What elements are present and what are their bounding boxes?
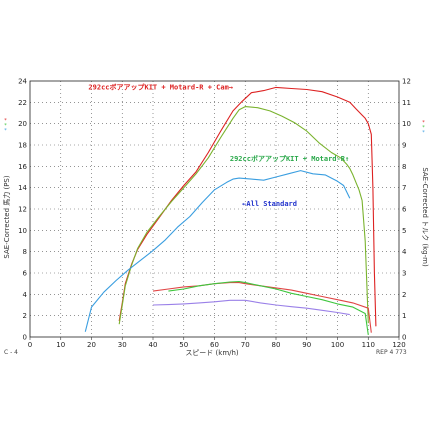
x-tick-label: 10 bbox=[56, 341, 65, 349]
annotation-label-3: ←All Standard bbox=[242, 200, 297, 208]
y-right-tick-label: 6 bbox=[402, 206, 407, 214]
y-right-tick-label: 1 bbox=[402, 312, 406, 320]
left-legend-marks: * * * bbox=[4, 119, 7, 134]
y-right-tick-label: 10 bbox=[402, 120, 411, 128]
y-right-tick-label: 0 bbox=[402, 334, 406, 342]
y-left-tick-label: 8 bbox=[23, 248, 27, 256]
y-left-tick-label: 10 bbox=[18, 227, 27, 235]
y-left-tick-label: 6 bbox=[23, 270, 28, 278]
series-line-torque-9a80e8 bbox=[152, 299, 350, 316]
y-right-tick-label: 3 bbox=[402, 270, 406, 278]
chart-grid bbox=[30, 81, 399, 337]
annotation-label-2: 292ccボアアップKIT + Motard-R↑ bbox=[230, 154, 349, 163]
y-left-tick-label: 0 bbox=[23, 334, 27, 342]
y-left-tick-label: 18 bbox=[18, 142, 27, 150]
x-tick-label: 80 bbox=[272, 341, 281, 349]
x-axis-ticks: 0 10 20 30 40 50 60 70 80 90 100 110 120 bbox=[28, 337, 406, 349]
y-right-axis-label: SAE-Corrected トルク (kg-m) bbox=[421, 167, 429, 267]
y-right-tick-label: 4 bbox=[402, 248, 407, 256]
legend-mark-red-right: * bbox=[422, 120, 426, 126]
y-right-tick-label: 2 bbox=[402, 291, 406, 299]
y-left-tick-label: 22 bbox=[18, 99, 27, 107]
legend-mark-blue: * bbox=[4, 128, 8, 134]
y-left-tick-label: 16 bbox=[18, 163, 27, 171]
x-axis-label: スピード (km/h) bbox=[185, 349, 239, 357]
annotation-label-1: 292ccボアアップKIT + Motard-R + Cam→ bbox=[88, 83, 233, 92]
x-tick-label: 120 bbox=[392, 341, 405, 349]
x-tick-label: 100 bbox=[331, 341, 344, 349]
y-left-tick-label: 14 bbox=[18, 184, 27, 192]
y-left-tick-label: 4 bbox=[23, 291, 28, 299]
legend-mark-red: * bbox=[4, 118, 8, 124]
x-tick-label: 40 bbox=[149, 341, 158, 349]
y-right-tick-label: 8 bbox=[402, 163, 406, 171]
legend-mark-blue-right: * bbox=[422, 130, 426, 136]
legend-mark-green: * bbox=[4, 123, 8, 129]
y-right-tick-label: 11 bbox=[402, 99, 411, 107]
legend-mark-green-right: * bbox=[422, 125, 426, 131]
series-line-torque-3ec63e bbox=[168, 280, 369, 335]
annotations: 292ccボアアップKIT + Motard-R + Cam→ 292ccボアアッ… bbox=[88, 83, 349, 208]
right-legend-marks: * * * bbox=[422, 121, 425, 136]
series-line-torque-e04545 bbox=[152, 282, 372, 333]
x-tick-label: 30 bbox=[118, 341, 127, 349]
y-left-tick-label: 20 bbox=[18, 120, 27, 128]
series-line-power-dd2222 bbox=[118, 86, 377, 327]
y-right-tick-label: 5 bbox=[402, 227, 406, 235]
series-lines bbox=[84, 86, 377, 335]
x-tick-label: 70 bbox=[241, 341, 250, 349]
series-line-power-7ab32e bbox=[118, 106, 369, 325]
x-tick-label: 50 bbox=[179, 341, 188, 349]
x-tick-label: 60 bbox=[210, 341, 219, 349]
x-tick-label: 110 bbox=[362, 341, 375, 349]
y-right-tick-label: 9 bbox=[402, 142, 406, 150]
footer-right: REP 4 773 bbox=[376, 349, 407, 356]
y-left-tick-label: 2 bbox=[23, 312, 27, 320]
x-tick-label: 20 bbox=[87, 341, 96, 349]
series-line-power-3a9ee0 bbox=[84, 170, 351, 332]
y-left-tick-label: 12 bbox=[18, 206, 27, 214]
y-left-tick-label: 24 bbox=[18, 78, 27, 86]
x-tick-label: 0 bbox=[28, 341, 32, 349]
x-tick-label: 90 bbox=[302, 341, 311, 349]
y-right-tick-label: 12 bbox=[402, 78, 411, 86]
y-right-tick-label: 7 bbox=[402, 184, 406, 192]
footer-left: C - 4 bbox=[4, 349, 18, 356]
y-left-axis-label: SAE-Corrected 馬力 (PS) bbox=[2, 175, 11, 258]
